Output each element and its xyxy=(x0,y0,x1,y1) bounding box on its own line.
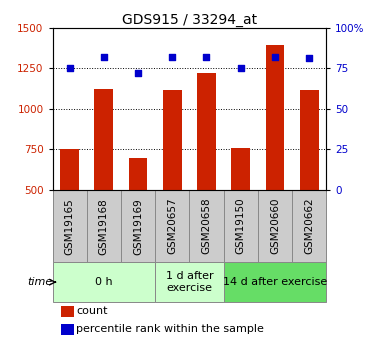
Text: 14 d after exercise: 14 d after exercise xyxy=(223,277,327,287)
Text: count: count xyxy=(76,306,108,316)
Point xyxy=(272,54,278,60)
Bar xyxy=(300,90,318,190)
Point xyxy=(135,70,141,76)
Bar xyxy=(163,90,182,190)
Text: GSM19150: GSM19150 xyxy=(236,198,246,255)
Text: 0 h: 0 h xyxy=(95,277,112,287)
Point xyxy=(306,56,312,61)
Point xyxy=(169,54,175,60)
Point xyxy=(238,66,244,71)
Title: GDS915 / 33294_at: GDS915 / 33294_at xyxy=(122,12,257,27)
Bar xyxy=(197,73,216,190)
Bar xyxy=(224,190,258,262)
Bar xyxy=(53,262,155,302)
Point xyxy=(204,54,210,60)
Bar xyxy=(258,190,292,262)
Point xyxy=(101,54,107,60)
Bar xyxy=(87,190,121,262)
Bar xyxy=(266,46,284,190)
Text: GSM20657: GSM20657 xyxy=(167,198,177,255)
Bar xyxy=(60,149,79,190)
Bar xyxy=(94,89,113,190)
Point xyxy=(67,66,73,71)
Text: percentile rank within the sample: percentile rank within the sample xyxy=(76,324,264,334)
Bar xyxy=(155,262,224,302)
Text: GSM20660: GSM20660 xyxy=(270,198,280,254)
Bar xyxy=(224,262,326,302)
Bar xyxy=(121,190,155,262)
Text: GSM19165: GSM19165 xyxy=(64,198,75,255)
Text: GSM19169: GSM19169 xyxy=(133,198,143,255)
Bar xyxy=(61,324,74,335)
Bar xyxy=(53,190,87,262)
Text: 1 d after
exercise: 1 d after exercise xyxy=(166,271,213,293)
Text: time: time xyxy=(27,277,53,287)
Bar xyxy=(231,148,250,190)
Bar xyxy=(155,190,189,262)
Text: GSM19168: GSM19168 xyxy=(99,198,109,255)
Text: GSM20658: GSM20658 xyxy=(201,198,211,255)
Text: GSM20662: GSM20662 xyxy=(304,198,314,255)
Bar xyxy=(61,306,74,317)
Bar xyxy=(189,190,224,262)
Bar xyxy=(292,190,326,262)
Bar xyxy=(129,158,147,190)
